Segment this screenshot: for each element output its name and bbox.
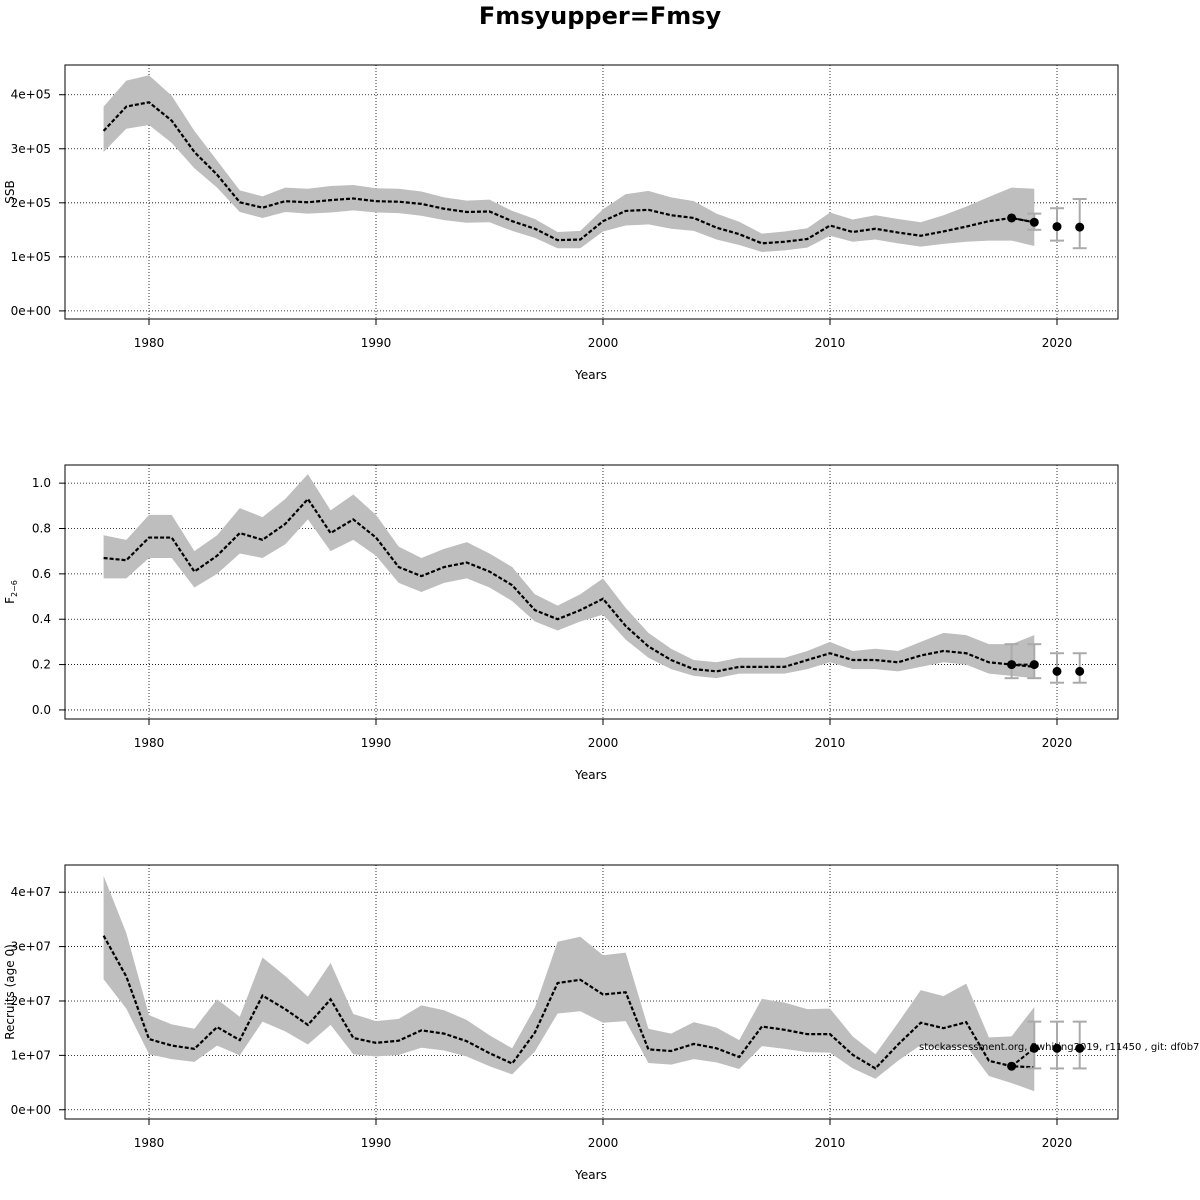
y-axis-label: Recruits (age 0) [3, 944, 17, 1040]
estimate-line [102, 935, 1035, 1070]
forecast-point [1029, 217, 1039, 227]
forecast-point [1075, 666, 1085, 676]
x-tick-label: 1990 [361, 1136, 392, 1150]
y-tick-label: 2e+05 [11, 196, 51, 210]
y-axis-label-subscript: 2−6 [10, 580, 19, 597]
forecast-point [1075, 222, 1085, 232]
x-tick-label: 1990 [361, 336, 392, 350]
forecast-point [1029, 1043, 1039, 1053]
chart-title: Fmsyupper=Fmsy [478, 2, 722, 30]
y-tick-label: 0.6 [32, 567, 51, 581]
x-tick-label: 2010 [815, 736, 846, 750]
x-tick-label: 2000 [588, 736, 619, 750]
x-tick-label: 2020 [1042, 736, 1073, 750]
y-tick-label: 0.8 [32, 522, 51, 536]
forecast-point [1007, 660, 1017, 670]
confidence-band [103, 875, 1035, 1092]
y-tick-label: 1e+05 [11, 250, 51, 264]
x-tick-label: 1980 [134, 336, 165, 350]
y-axis-label: F2−6 [3, 580, 19, 604]
forecast-point [1007, 213, 1017, 223]
x-tick-label: 1980 [134, 1136, 165, 1150]
estimate-line [102, 101, 1035, 245]
x-tick-label: 2020 [1042, 336, 1073, 350]
y-tick-label: 4e+05 [11, 88, 51, 102]
confidence-band [103, 474, 1035, 679]
forecast-line [1010, 1047, 1035, 1068]
x-tick-label: 2010 [815, 1136, 846, 1150]
x-axis-label: Years [574, 1168, 607, 1182]
y-tick-label: 1e+07 [11, 1048, 51, 1062]
x-tick-label: 1980 [134, 736, 165, 750]
forecast-point [1052, 222, 1062, 232]
y-tick-label: 3e+05 [11, 142, 51, 156]
y-tick-label: 2e+07 [11, 994, 51, 1008]
x-tick-label: 2020 [1042, 1136, 1073, 1150]
forecast-point [1052, 666, 1062, 676]
forecast-point [1052, 1043, 1062, 1053]
x-axis-label: Years [574, 768, 607, 782]
forecast-point [1029, 660, 1039, 670]
x-tick-label: 2000 [588, 336, 619, 350]
x-tick-label: 1990 [361, 736, 392, 750]
forecast-point [1007, 1061, 1017, 1071]
y-tick-label: 3e+07 [11, 940, 51, 954]
y-axis-label: SSB [3, 180, 17, 203]
y-tick-label: 0e+00 [11, 1103, 51, 1117]
x-tick-label: 2010 [815, 336, 846, 350]
panel-recruits: 1980 1990 2000 2010 2020 0e+00 1e+07 2e+07 3e+07… [3, 864, 1119, 1182]
x-axis-label: Years [574, 368, 607, 382]
forecast-point [1075, 1043, 1085, 1053]
confidence-band [103, 75, 1035, 252]
plot-frame [64, 864, 1119, 1120]
plot-frame [64, 464, 1119, 720]
plot-frame [64, 64, 1119, 320]
y-tick-label: 0.2 [32, 658, 51, 672]
y-tick-label: 0.4 [32, 612, 51, 626]
y-tick-label: 0.0 [32, 703, 51, 717]
y-tick-label: 4e+07 [11, 885, 51, 899]
estimate-line [103, 497, 1035, 673]
x-tick-label: 2000 [588, 1136, 619, 1150]
y-tick-label: 0e+00 [11, 304, 51, 318]
watermark-text: stockassessment.org, Swhiting2019, r1145… [919, 1042, 1199, 1053]
panel-ssb: 1980 1990 2000 2010 2020 0e+00 1e+05 2e+05 3e+05… [3, 64, 1119, 382]
panel-fbar: 1980 1990 2000 2010 2020 0.0 0.2 0.4 0.6 0.8 1.0 Ye… [3, 464, 1119, 782]
y-tick-label: 1.0 [32, 476, 51, 490]
